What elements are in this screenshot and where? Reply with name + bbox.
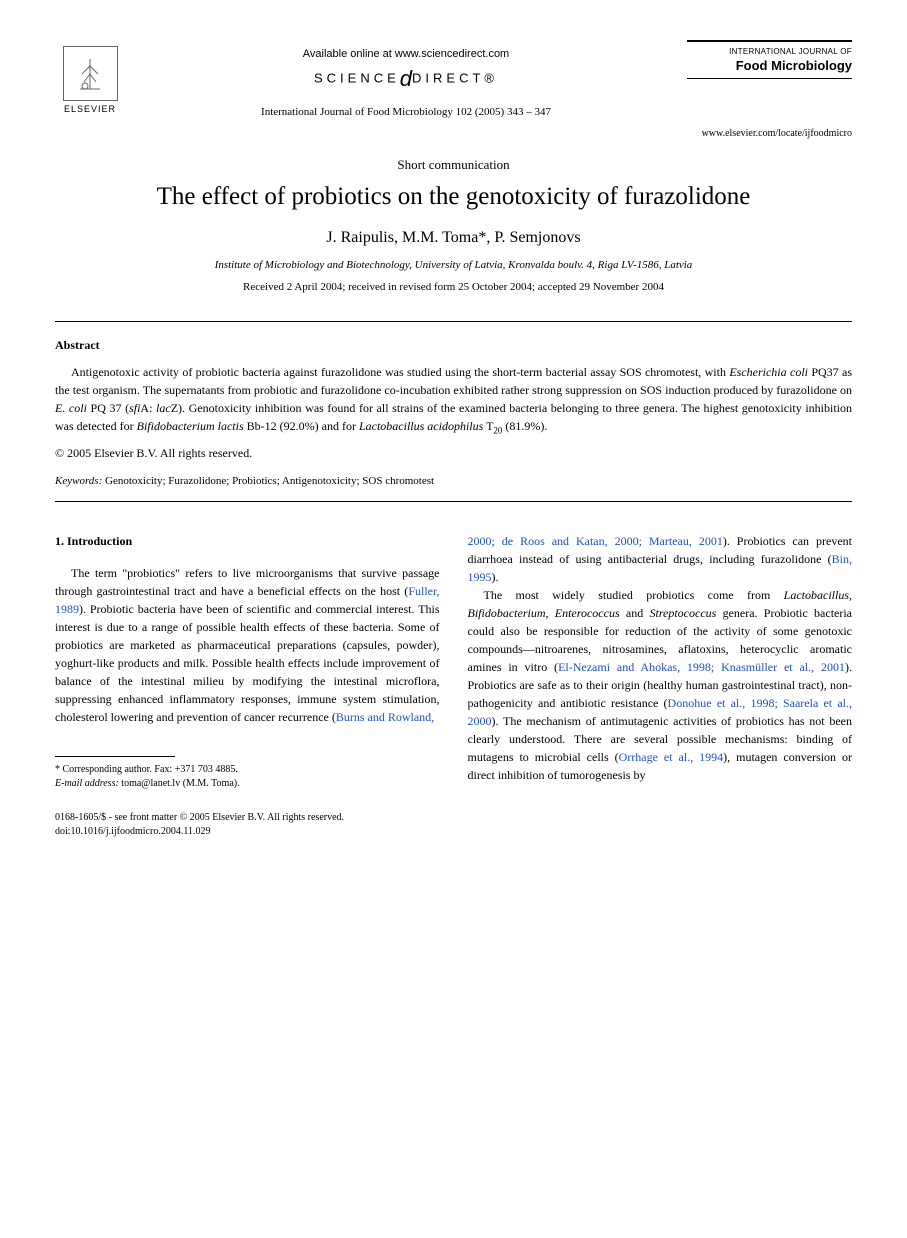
abs-t2: Escherichia coli: [729, 365, 808, 379]
journal-logo: INTERNATIONAL JOURNAL OF Food Microbiolo…: [687, 40, 852, 79]
sd-d-icon: d: [400, 66, 412, 91]
body-columns: 1. Introduction The term "probiotics" re…: [55, 532, 852, 791]
center-header: Available online at www.sciencedirect.co…: [125, 40, 687, 118]
journal-logo-name: Food Microbiology: [687, 58, 852, 73]
email-label: E-mail address:: [55, 778, 119, 789]
col2-para1: 2000; de Roos and Katan, 2000; Marteau, …: [468, 532, 853, 586]
sciencedirect-logo: SCIENCEdDIRECT®: [125, 66, 687, 92]
affiliation: Institute of Microbiology and Biotechnol…: [55, 259, 852, 271]
abs-t4: E. coli: [55, 401, 87, 415]
article-title: The effect of probiotics on the genotoxi…: [55, 183, 852, 211]
abstract-heading: Abstract: [55, 338, 852, 353]
divider-bottom: [55, 501, 852, 502]
footer-line2: doi:10.1016/j.ijfoodmicro.2004.11.029: [55, 825, 852, 839]
c2p2i1: Lactobacillus: [784, 588, 849, 602]
footnote-email: E-mail address: toma@lanet.lv (M.M. Toma…: [55, 777, 440, 791]
c2p2b: ,: [849, 588, 852, 602]
journal-reference: International Journal of Food Microbiolo…: [125, 106, 687, 118]
abs-t11: Bb-12 (92.0%) and for: [244, 419, 359, 433]
abs-t6: sfi: [129, 401, 140, 415]
section-heading: 1. Introduction: [55, 532, 440, 550]
abs-t8: lac: [156, 401, 171, 415]
copyright: © 2005 Elsevier B.V. All rights reserved…: [55, 446, 852, 461]
journal-logo-top: INTERNATIONAL JOURNAL OF: [687, 47, 852, 56]
footer: 0168-1605/$ - see front matter © 2005 El…: [55, 811, 852, 839]
c2p1b: ).: [492, 570, 499, 584]
c2p2a: The most widely studied probiotics come …: [484, 588, 784, 602]
footnote-divider: [55, 756, 175, 757]
c2p2c: ,: [546, 606, 555, 620]
article-type: Short communication: [55, 157, 852, 173]
ref-burns-rowland[interactable]: Burns and Rowland,: [336, 710, 434, 724]
publisher-name: ELSEVIER: [64, 104, 116, 114]
c2p2d: and: [620, 606, 650, 620]
c2p2i4: Streptococcus: [649, 606, 716, 620]
c2p2i2: Bifidobacterium: [468, 606, 546, 620]
col1-para1: The term "probiotics" refers to live mic…: [55, 564, 440, 726]
column-right: 2000; de Roos and Katan, 2000; Marteau, …: [468, 532, 853, 791]
journal-logo-divider: [687, 78, 852, 79]
sd-prefix: SCIENCE: [314, 70, 400, 85]
abs-t10: Bifidobacterium lactis: [137, 419, 244, 433]
sd-suffix: DIRECT®: [412, 70, 498, 85]
footer-line1: 0168-1605/$ - see front matter © 2005 El…: [55, 811, 852, 825]
c1p1b: ). Probiotic bacteria have been of scien…: [55, 602, 440, 724]
abs-t7: A:: [140, 401, 156, 415]
email-value: toma@lanet.lv (M.M. Toma).: [119, 778, 240, 789]
abs-t1: Antigenotoxic activity of probiotic bact…: [55, 365, 729, 379]
ref-orrhage[interactable]: Orrhage et al., 1994: [619, 750, 724, 764]
keywords: Keywords: Genotoxicity; Furazolidone; Pr…: [55, 475, 852, 487]
column-left: 1. Introduction The term "probiotics" re…: [55, 532, 440, 791]
elsevier-tree-icon: [63, 46, 118, 101]
keywords-text: Genotoxicity; Furazolidone; Probiotics; …: [102, 475, 434, 487]
footnote-corresponding: * Corresponding author. Fax: +371 703 48…: [55, 763, 440, 777]
abstract-text: Antigenotoxic activity of probiotic bact…: [55, 363, 852, 438]
abs-t15: (81.9%).: [502, 419, 547, 433]
divider-top: [55, 321, 852, 322]
publisher-logo: ELSEVIER: [55, 40, 125, 120]
journal-url: www.elsevier.com/locate/ijfoodmicro: [55, 128, 852, 139]
abs-t5: PQ 37 (: [87, 401, 129, 415]
available-online-text: Available online at www.sciencedirect.co…: [125, 48, 687, 60]
keywords-label: Keywords:: [55, 475, 102, 487]
c1p1a: The term "probiotics" refers to live mic…: [55, 566, 440, 598]
ref-2000-deroos[interactable]: 2000; de Roos and Katan, 2000; Marteau, …: [468, 534, 723, 548]
abs-t13: T: [483, 419, 493, 433]
c2p2i3: Enterococcus: [555, 606, 620, 620]
ref-elnezami[interactable]: El-Nezami and Ahokas, 1998; Knasmüller e…: [558, 660, 845, 674]
authors: J. Raipulis, M.M. Toma*, P. Semjonovs: [55, 229, 852, 247]
header-row: ELSEVIER Available online at www.science…: [55, 40, 852, 120]
abs-t12: Lactobacillus acidophilus: [359, 419, 483, 433]
col2-para2: The most widely studied probiotics come …: [468, 586, 853, 784]
article-dates: Received 2 April 2004; received in revis…: [55, 281, 852, 293]
